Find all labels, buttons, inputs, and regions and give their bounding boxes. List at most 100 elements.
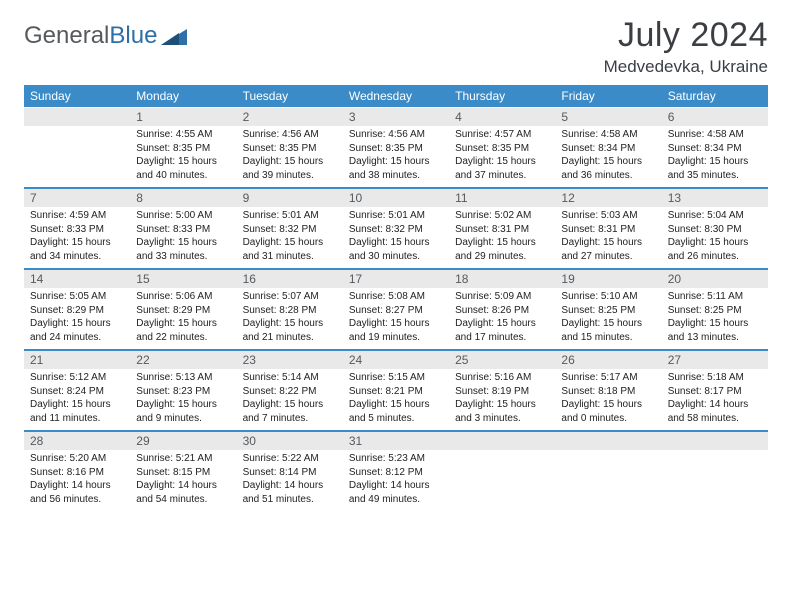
- dow-fri: Friday: [555, 85, 661, 108]
- cell-line: Sunset: 8:19 PM: [455, 385, 549, 399]
- date-cell: Sunrise: 5:08 AMSunset: 8:27 PMDaylight:…: [343, 288, 449, 350]
- cell-line: Sunrise: 5:06 AM: [136, 290, 230, 304]
- date-number: 15: [130, 269, 236, 288]
- cell-line: Sunset: 8:31 PM: [561, 223, 655, 237]
- date-cell: Sunrise: 5:17 AMSunset: 8:18 PMDaylight:…: [555, 369, 661, 431]
- date-cell: Sunrise: 5:21 AMSunset: 8:15 PMDaylight:…: [130, 450, 236, 512]
- dow-tue: Tuesday: [237, 85, 343, 108]
- cell-line: Daylight: 15 hours and 33 minutes.: [136, 236, 230, 263]
- date-number: 1: [130, 108, 236, 127]
- date-cell: Sunrise: 4:58 AMSunset: 8:34 PMDaylight:…: [555, 126, 661, 188]
- cell-line: Sunset: 8:35 PM: [349, 142, 443, 156]
- date-cell: Sunrise: 5:07 AMSunset: 8:28 PMDaylight:…: [237, 288, 343, 350]
- cell-line: Daylight: 15 hours and 24 minutes.: [30, 317, 124, 344]
- cell-line: Sunrise: 4:59 AM: [30, 209, 124, 223]
- cell-line: Daylight: 15 hours and 26 minutes.: [668, 236, 762, 263]
- cell-line: Sunrise: 5:01 AM: [349, 209, 443, 223]
- cell-line: Daylight: 15 hours and 40 minutes.: [136, 155, 230, 182]
- date-cell: Sunrise: 5:10 AMSunset: 8:25 PMDaylight:…: [555, 288, 661, 350]
- date-number: 25: [449, 350, 555, 369]
- date-number: 20: [662, 269, 768, 288]
- date-cell: Sunrise: 5:09 AMSunset: 8:26 PMDaylight:…: [449, 288, 555, 350]
- cell-line: Sunrise: 5:05 AM: [30, 290, 124, 304]
- logo: GeneralBlue: [24, 16, 187, 50]
- date-cell: [449, 450, 555, 512]
- cell-line: Sunrise: 5:22 AM: [243, 452, 337, 466]
- cell-line: Sunset: 8:32 PM: [349, 223, 443, 237]
- cell-line: Sunset: 8:18 PM: [561, 385, 655, 399]
- date-number-row: 28293031: [24, 431, 768, 450]
- cell-line: Daylight: 15 hours and 13 minutes.: [668, 317, 762, 344]
- date-number: 17: [343, 269, 449, 288]
- cell-line: Daylight: 15 hours and 22 minutes.: [136, 317, 230, 344]
- date-number: 21: [24, 350, 130, 369]
- cell-line: Sunset: 8:33 PM: [30, 223, 124, 237]
- cell-line: Sunrise: 5:10 AM: [561, 290, 655, 304]
- cell-line: Sunset: 8:32 PM: [243, 223, 337, 237]
- date-number: [555, 431, 661, 450]
- cell-line: Daylight: 15 hours and 0 minutes.: [561, 398, 655, 425]
- date-number: 4: [449, 108, 555, 127]
- date-cell: Sunrise: 5:01 AMSunset: 8:32 PMDaylight:…: [237, 207, 343, 269]
- cell-line: Sunset: 8:33 PM: [136, 223, 230, 237]
- date-cell-row: Sunrise: 5:05 AMSunset: 8:29 PMDaylight:…: [24, 288, 768, 350]
- cell-line: Daylight: 14 hours and 58 minutes.: [668, 398, 762, 425]
- cell-line: Sunset: 8:34 PM: [561, 142, 655, 156]
- cell-line: Daylight: 15 hours and 34 minutes.: [30, 236, 124, 263]
- date-cell: Sunrise: 5:14 AMSunset: 8:22 PMDaylight:…: [237, 369, 343, 431]
- cell-line: Sunrise: 5:16 AM: [455, 371, 549, 385]
- cell-line: Sunset: 8:25 PM: [668, 304, 762, 318]
- logo-text-general: General: [24, 22, 109, 50]
- date-cell: Sunrise: 5:11 AMSunset: 8:25 PMDaylight:…: [662, 288, 768, 350]
- cell-line: Sunset: 8:30 PM: [668, 223, 762, 237]
- cell-line: Sunset: 8:28 PM: [243, 304, 337, 318]
- cell-line: Sunrise: 4:57 AM: [455, 128, 549, 142]
- cell-line: Daylight: 15 hours and 30 minutes.: [349, 236, 443, 263]
- cell-line: Sunrise: 5:14 AM: [243, 371, 337, 385]
- cell-line: Sunset: 8:23 PM: [136, 385, 230, 399]
- cell-line: Sunset: 8:34 PM: [668, 142, 762, 156]
- calendar-body: 123456Sunrise: 4:55 AMSunset: 8:35 PMDay…: [24, 108, 768, 513]
- cell-line: Sunset: 8:21 PM: [349, 385, 443, 399]
- day-of-week-row: Sunday Monday Tuesday Wednesday Thursday…: [24, 85, 768, 108]
- cell-line: Daylight: 15 hours and 39 minutes.: [243, 155, 337, 182]
- date-number: 23: [237, 350, 343, 369]
- cell-line: Sunset: 8:27 PM: [349, 304, 443, 318]
- dow-sat: Saturday: [662, 85, 768, 108]
- cell-line: Sunrise: 5:07 AM: [243, 290, 337, 304]
- cell-line: Sunrise: 4:55 AM: [136, 128, 230, 142]
- cell-line: Daylight: 15 hours and 3 minutes.: [455, 398, 549, 425]
- date-cell: Sunrise: 5:06 AMSunset: 8:29 PMDaylight:…: [130, 288, 236, 350]
- cell-line: Daylight: 14 hours and 49 minutes.: [349, 479, 443, 506]
- cell-line: Daylight: 15 hours and 7 minutes.: [243, 398, 337, 425]
- cell-line: Daylight: 15 hours and 37 minutes.: [455, 155, 549, 182]
- cell-line: Sunrise: 5:03 AM: [561, 209, 655, 223]
- date-cell: Sunrise: 5:01 AMSunset: 8:32 PMDaylight:…: [343, 207, 449, 269]
- cell-line: Daylight: 15 hours and 31 minutes.: [243, 236, 337, 263]
- date-number: 14: [24, 269, 130, 288]
- cell-line: Daylight: 15 hours and 15 minutes.: [561, 317, 655, 344]
- date-cell-row: Sunrise: 5:12 AMSunset: 8:24 PMDaylight:…: [24, 369, 768, 431]
- cell-line: Sunrise: 4:56 AM: [349, 128, 443, 142]
- cell-line: Sunrise: 5:20 AM: [30, 452, 124, 466]
- cell-line: Sunset: 8:24 PM: [30, 385, 124, 399]
- date-cell: [555, 450, 661, 512]
- cell-line: Sunset: 8:31 PM: [455, 223, 549, 237]
- logo-text-blue: Blue: [109, 22, 157, 50]
- cell-line: Sunrise: 5:09 AM: [455, 290, 549, 304]
- date-number: 13: [662, 188, 768, 207]
- dow-mon: Monday: [130, 85, 236, 108]
- date-number: 16: [237, 269, 343, 288]
- date-number: 26: [555, 350, 661, 369]
- date-number: 2: [237, 108, 343, 127]
- date-number: 11: [449, 188, 555, 207]
- date-number: 27: [662, 350, 768, 369]
- date-number: 19: [555, 269, 661, 288]
- cell-line: Sunset: 8:14 PM: [243, 466, 337, 480]
- date-cell-row: Sunrise: 5:20 AMSunset: 8:16 PMDaylight:…: [24, 450, 768, 512]
- date-number: 3: [343, 108, 449, 127]
- dow-sun: Sunday: [24, 85, 130, 108]
- cell-line: Sunrise: 4:58 AM: [561, 128, 655, 142]
- cell-line: Sunset: 8:35 PM: [455, 142, 549, 156]
- cell-line: Sunset: 8:25 PM: [561, 304, 655, 318]
